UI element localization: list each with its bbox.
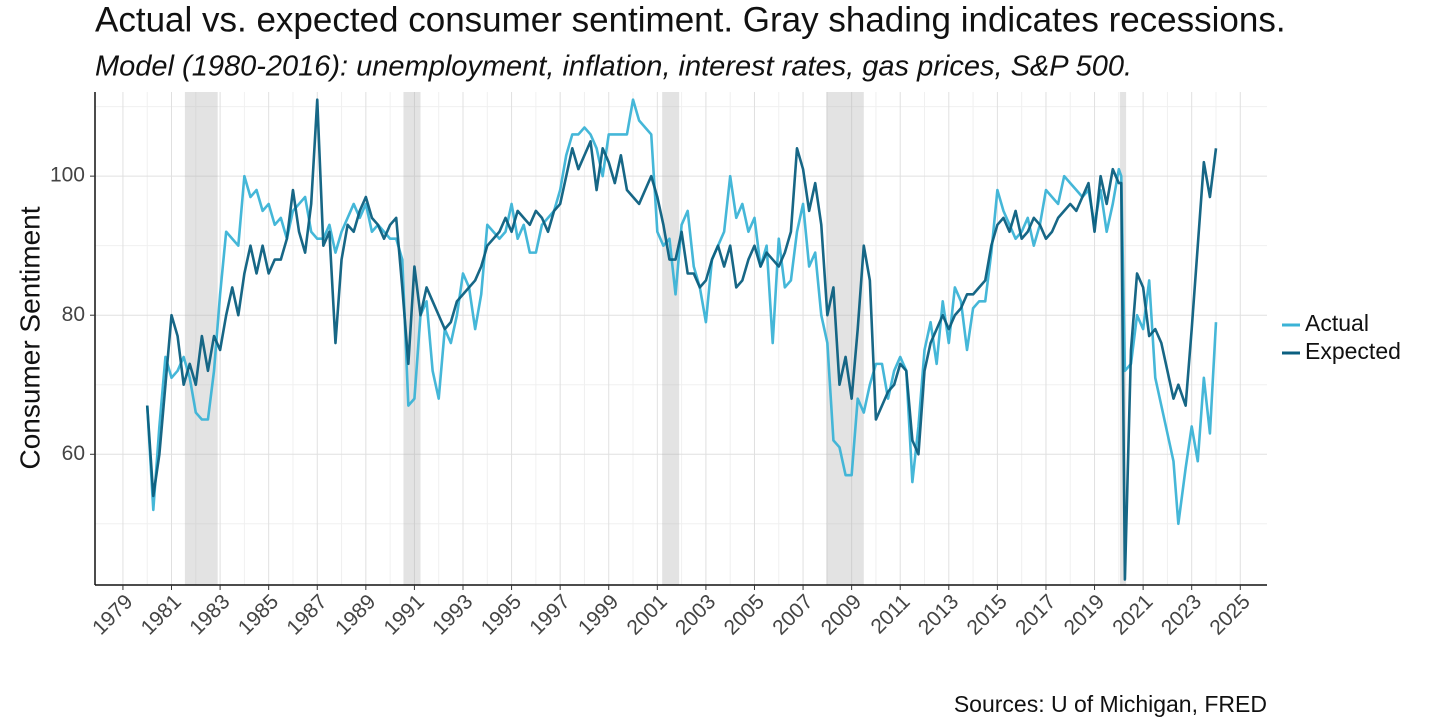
recession-band (403, 92, 421, 585)
chart-title: Actual vs. expected consumer sentiment. … (95, 0, 1286, 39)
x-tick-label: 1993 (428, 590, 477, 639)
x-tick-label: 2015 (963, 590, 1012, 639)
x-tick-label: 2025 (1205, 590, 1254, 639)
x-tick-label: 2003 (671, 590, 720, 639)
x-tick-label: 1991 (380, 590, 429, 639)
series-line (145, 98, 1218, 526)
y-tick-label: 60 (62, 442, 85, 465)
x-tick-label: 1985 (234, 590, 283, 639)
x-tick-label: 2021 (1108, 590, 1157, 639)
x-tick-label: 1989 (331, 590, 380, 639)
chart-subtitle: Model (1980-2016): unemployment, inflati… (95, 51, 1132, 83)
x-tick-label: 2001 (622, 590, 671, 639)
source-note: Sources: U of Michigan, FRED (954, 691, 1267, 717)
legend-label: Actual (1305, 310, 1369, 336)
x-tick-label: 2013 (914, 590, 963, 639)
series-line (145, 98, 1218, 581)
x-tick-label: 2019 (1060, 590, 1109, 639)
x-tick-label: 2011 (866, 590, 914, 638)
x-tick-label: 2009 (817, 590, 866, 639)
x-tick-label: 2005 (720, 590, 769, 639)
y-tick-label: 100 (50, 164, 85, 187)
recession-band (662, 92, 680, 585)
x-tick-label: 2023 (1157, 590, 1206, 639)
x-tick-label: 1997 (525, 590, 574, 639)
x-tick-label: 1979 (88, 590, 137, 639)
y-tick-label: 80 (62, 303, 85, 326)
x-tick-label: 1987 (282, 590, 331, 639)
y-axis-label: Consumer Sentiment (14, 206, 45, 469)
x-tick-label: 1999 (574, 590, 623, 639)
x-tick-label: 1995 (477, 590, 526, 639)
x-tick-label: 1981 (137, 590, 186, 639)
x-tick-label: 2007 (768, 590, 817, 639)
x-tick-label: 1983 (185, 590, 234, 639)
legend-label: Expected (1305, 338, 1401, 364)
x-tick-label: 2017 (1011, 590, 1060, 639)
